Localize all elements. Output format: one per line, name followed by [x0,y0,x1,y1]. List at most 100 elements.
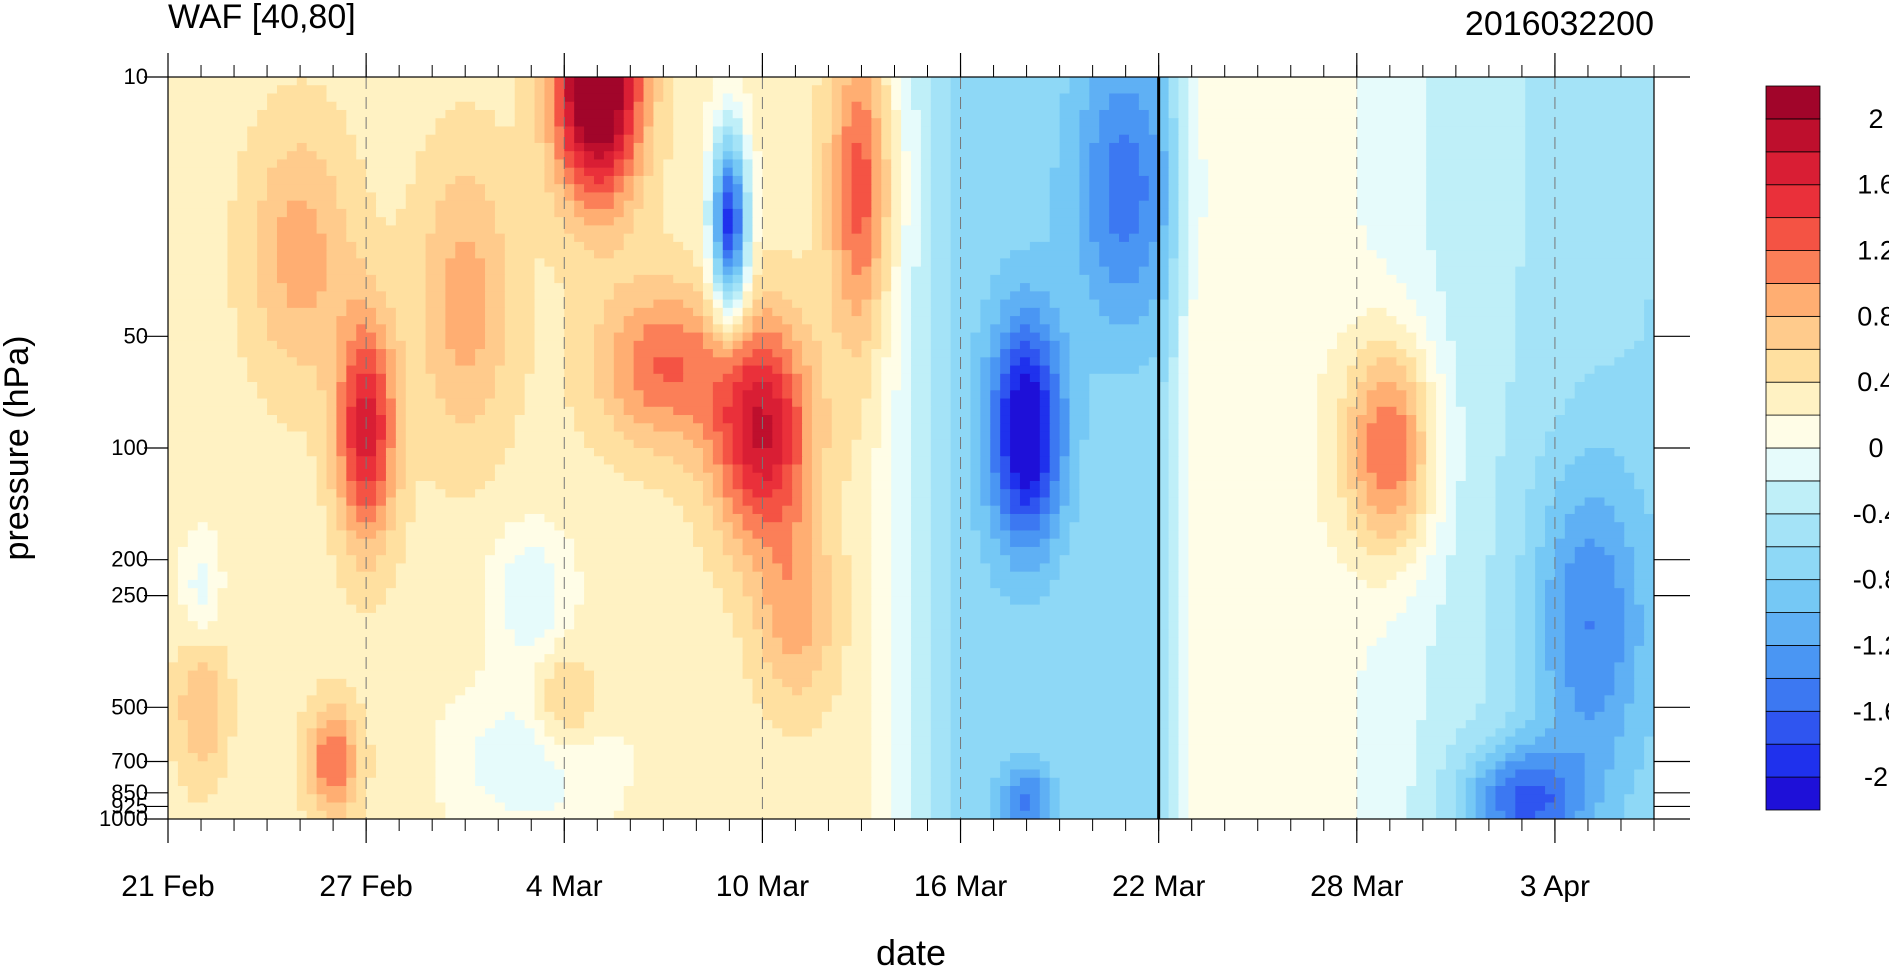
contour-cell [702,324,714,334]
contour-cell [1049,208,1081,218]
contour-cell [475,250,506,259]
contour-cell [475,670,536,680]
contour-cell [1000,546,1051,556]
contour-cell [871,513,892,523]
contour-cell [742,192,754,202]
contour-cell [752,316,783,325]
contour-cell [1406,423,1417,433]
contour-cell [395,324,427,334]
contour-cell [1000,480,1011,490]
contour-cell [901,217,912,226]
contour-cell [197,662,209,672]
contour-cell [217,546,328,556]
contour-cell [722,266,734,276]
contour-cell [1089,142,1110,152]
contour-cell [782,678,813,688]
contour-cell [1614,761,1645,771]
contour-cell [1089,382,1160,391]
contour-cell [920,208,932,218]
contour-cell [1554,670,1566,680]
contour-cell [871,662,892,672]
contour-cell [326,538,347,548]
contour-cell [1485,596,1516,606]
contour-cell [1406,365,1417,375]
contour-cell [1178,233,1189,243]
contour-cell [425,349,456,358]
contour-cell [762,579,813,589]
contour-cell [1178,678,1189,688]
contour-cell [881,365,902,375]
contour-cell [1336,472,1348,482]
contour-cell [445,307,486,317]
contour-cell [1426,456,1437,466]
contour-cell [911,167,922,177]
contour-cell [881,93,892,103]
contour-cell [732,266,744,276]
contour-cell [950,431,972,441]
contour-cell [1366,662,1427,672]
contour-cell [1366,546,1398,556]
contour-cell [1178,142,1189,152]
contour-cell [1485,621,1516,630]
colorbar-swatch [1765,283,1821,317]
contour-cell [653,357,684,367]
contour-cell [326,530,347,540]
contour-cell [1545,505,1576,515]
contour-cell [1148,126,1160,136]
contour-cell [168,266,229,276]
contour-cell [752,349,773,358]
contour-cell [168,464,318,474]
contour-cell [593,340,615,350]
contour-cell [950,769,1001,779]
contour-cell [841,200,853,210]
contour-cell [762,406,783,416]
contour-cell [1039,415,1051,424]
contour-cell [316,711,347,721]
contour-cell [1148,299,1160,309]
contour-cell [643,77,655,86]
contour-cell [1000,299,1051,309]
contour-cell [811,167,823,177]
contour-cell [1564,786,1586,795]
contour-cell [1644,299,1654,309]
contour-cell [1406,448,1417,457]
contour-cell [930,93,952,103]
contour-cell [1436,472,1447,482]
contour-cell [841,687,872,696]
contour-cell [1495,744,1516,754]
contour-cell [1465,448,1506,457]
contour-cell [1644,736,1654,746]
contour-cell [168,184,238,194]
contour-cell [227,753,298,762]
contour-cell [187,728,219,738]
contour-cell [752,93,813,103]
contour-cell [1396,480,1407,490]
contour-cell [871,571,892,581]
contour-cell [841,530,872,540]
contour-cell [802,456,813,466]
contour-cell [168,134,248,144]
contour-cell [911,159,922,169]
contour-cell [811,530,823,540]
contour-cell [653,85,664,95]
contour-cell [841,175,853,185]
contour-cell [346,678,476,688]
contour-cell [811,546,823,556]
contour-cell [1426,77,1526,86]
contour-cell [871,588,892,597]
contour-cell [1049,192,1081,202]
contour-cell [1059,126,1081,136]
contour-cell [702,423,714,433]
contour-cell [217,563,338,573]
contour-cell [841,126,872,136]
contour-cell [831,415,863,424]
contour-cell [1634,480,1654,490]
contour-cell [712,324,724,334]
contour-cell [1168,134,1180,144]
contour-cell [683,357,744,367]
contour-cell [1158,406,1170,416]
contour-cell [1168,85,1180,95]
contour-cell [911,579,932,589]
contour-cell [1158,439,1170,449]
